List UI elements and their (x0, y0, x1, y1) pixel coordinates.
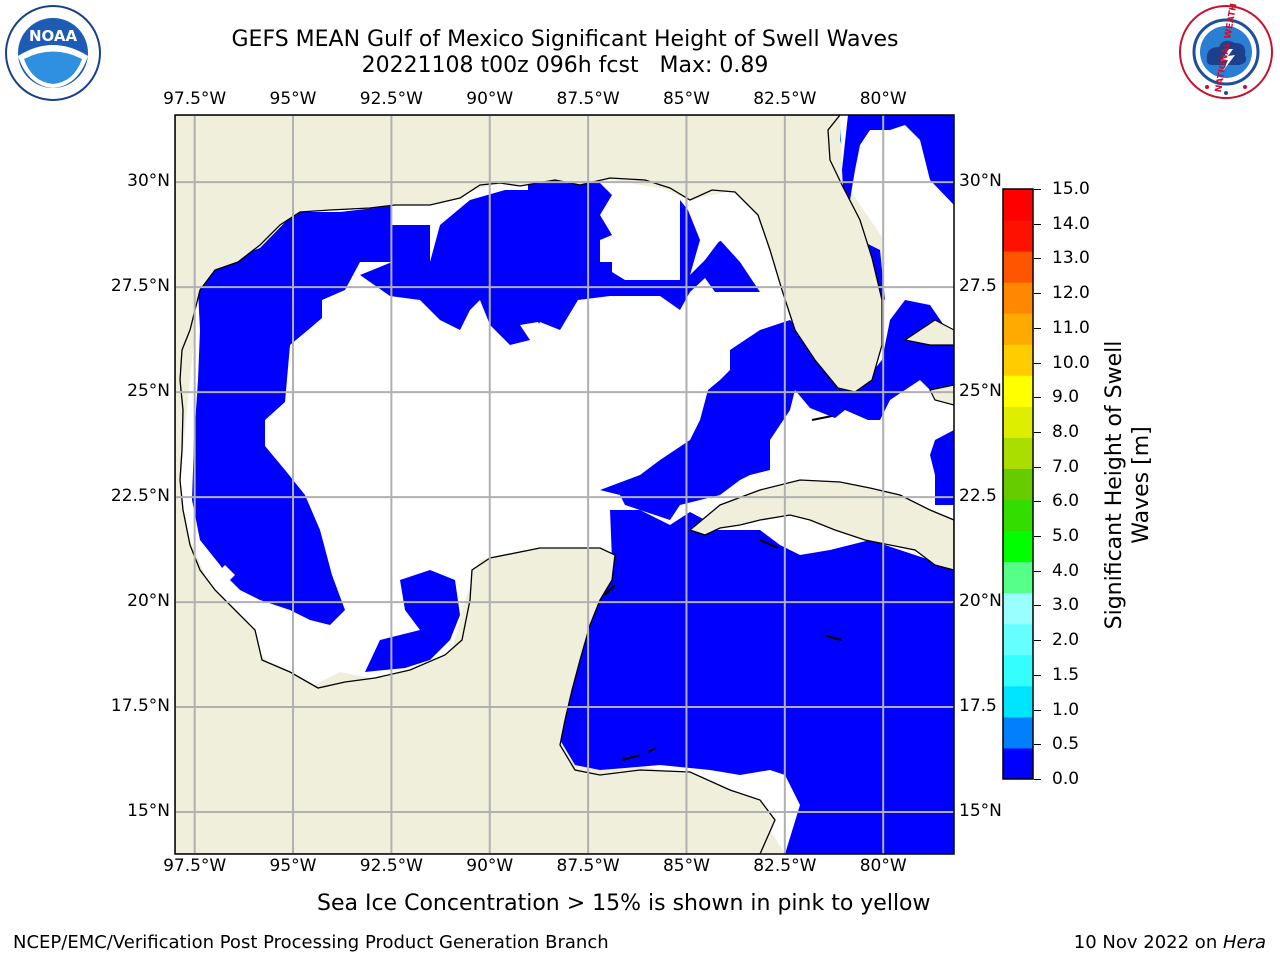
map-subtitle: 20221108 t00z 096h fcst Max: 0.89 (361, 53, 769, 78)
colorbar-tick-label: 0.5 (1033, 734, 1080, 755)
lon-label-top: 92.5°W (359, 89, 423, 109)
colorbar-tick-label: 2.0 (1033, 630, 1080, 651)
colorbar-tick-label: 10.0 (1034, 352, 1090, 373)
map-frame (174, 114, 955, 855)
footer-host: Hera (1222, 932, 1266, 953)
colorbar-swatch (1003, 468, 1033, 501)
lat-label-left: 30°N (127, 171, 170, 192)
colorbar-tick-label: 1.5 (1033, 664, 1080, 685)
colorbar-swatch (1003, 344, 1033, 376)
lat-label-left: 15°N (127, 801, 170, 821)
colorbar-tick-label: 5.0 (1033, 526, 1080, 547)
graticule (175, 115, 954, 854)
land-yucatan-islands (604, 415, 843, 761)
colorbar-swatch (1003, 189, 1033, 221)
lon-label-top: 97.5°W (163, 89, 227, 109)
lat-label-right: 20°N (959, 591, 1002, 612)
colorbar-tick-label: 6.0 (1033, 491, 1080, 512)
colorbar-tick-label: 12.0 (1034, 283, 1090, 304)
colorbar-tick-label: 0.0 (1033, 769, 1080, 789)
colorbar-swatch (1003, 220, 1033, 252)
lon-label-bottom: 87.5°W (556, 856, 620, 876)
colorbar-tick-label: 8.0 (1033, 421, 1080, 442)
swell-field-bay-of-campeche (365, 570, 460, 672)
lon-label-top: 80°W (859, 89, 907, 109)
lon-label-bottom: 92.5°W (359, 856, 423, 876)
lat-label-right: 25°N (959, 381, 1002, 402)
lat-label-right: 27.5 (959, 276, 997, 297)
lat-label-left: 27.5°N (110, 276, 170, 297)
colorbar-swatch (1003, 375, 1033, 407)
colorbar-swatch (1003, 623, 1033, 656)
colorbar-swatch (1003, 747, 1033, 780)
lon-label-bottom: 85°W (662, 856, 710, 876)
footer-date-text: 10 Nov 2022 on (1073, 932, 1223, 953)
lat-label-right: 30°N (959, 171, 1002, 192)
lon-label-top: 82.5°W (753, 89, 817, 109)
footer-branch: NCEP/EMC/Verification Post Processing Pr… (13, 932, 609, 953)
lon-label-top: 87.5°W (556, 89, 620, 109)
lat-label-left: 25°N (127, 381, 170, 402)
colorbar-swatch (1003, 499, 1033, 532)
colorbar-swatch (1003, 561, 1033, 594)
lon-label-top: 95°W (269, 89, 317, 109)
colorbar-tick-label: 15.0 (1034, 179, 1090, 199)
colorbar-frame (1002, 188, 1034, 780)
colorbar-swatch (1003, 313, 1033, 345)
lat-label-right: 22.5 (959, 486, 997, 507)
colorbar-swatch (1003, 437, 1033, 469)
lat-label-right: 17.5 (959, 696, 997, 717)
lon-label-top: 85°W (662, 89, 710, 109)
colorbar-tick-label: 7.0 (1033, 456, 1080, 477)
colorbar-tick-label: 13.0 (1034, 248, 1090, 269)
colorbar (1002, 188, 1034, 780)
nws-logo: NATIONAL WEATHER SERVICE (1179, 3, 1273, 99)
lat-label-left: 22.5°N (110, 486, 170, 507)
svg-text:NOAA: NOAA (29, 27, 78, 45)
lon-label-top: 90°W (466, 89, 514, 109)
lon-label-bottom: 82.5°W (753, 856, 817, 876)
swell-field-northern-gulf (360, 180, 760, 345)
colorbar-swatch (1003, 685, 1033, 718)
colorbar-swatch (1003, 406, 1033, 438)
colorbar-tick-label: 1.0 (1033, 699, 1080, 720)
colorbar-tick-label: 4.0 (1033, 560, 1080, 581)
colorbar-tick-label: 14.0 (1034, 213, 1090, 234)
swell-field-eastern-gulf (600, 300, 954, 520)
land-cuba (688, 479, 954, 571)
lat-label-left: 20°N (127, 591, 170, 612)
noaa-logo: NOAA (5, 5, 101, 101)
colorbar-label: Significant Height of Swell Waves [m] (1102, 340, 1154, 630)
sea-ice-note: Sea Ice Concentration > 15% is shown in … (317, 891, 931, 916)
swell-field-caribbean (560, 510, 954, 854)
lon-label-bottom: 80°W (859, 856, 907, 876)
lat-label-left: 17.5°N (110, 696, 170, 717)
colorbar-swatch (1003, 716, 1033, 749)
swell-field-western-gulf (192, 206, 430, 625)
colorbar-tick-label: 11.0 (1034, 317, 1090, 338)
map-title: GEFS MEAN Gulf of Mexico Significant Hei… (231, 27, 899, 52)
lon-label-bottom: 90°W (466, 856, 514, 876)
colorbar-swatch (1003, 592, 1033, 625)
lat-label-right: 15°N (959, 801, 1002, 821)
footer-date: 10 Nov 2022 on Hera (1074, 932, 1266, 953)
land-bahamas (903, 319, 954, 406)
colorbar-swatch (1003, 251, 1033, 283)
colorbar-swatch (1003, 530, 1033, 563)
lon-label-bottom: 95°W (269, 856, 317, 876)
colorbar-swatch (1003, 282, 1033, 314)
colorbar-tick-label: 3.0 (1033, 595, 1080, 616)
lon-label-bottom: 97.5°W (163, 856, 227, 876)
colorbar-swatch (1003, 654, 1033, 687)
colorbar-tick-label: 9.0 (1033, 387, 1080, 408)
